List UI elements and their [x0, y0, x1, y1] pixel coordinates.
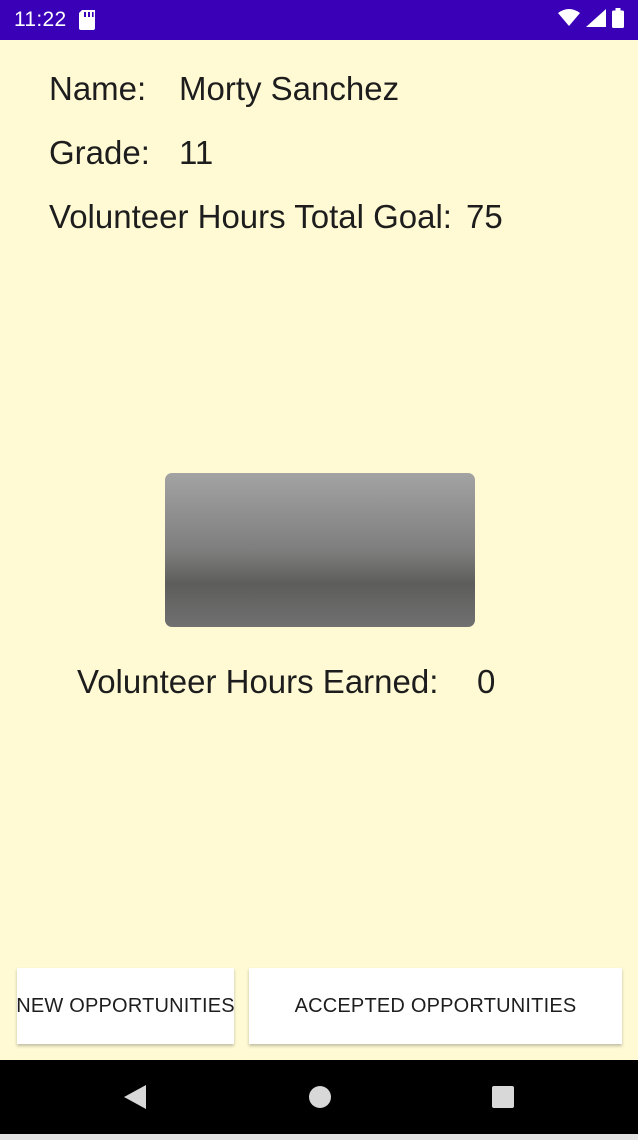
back-icon[interactable] [124, 1085, 146, 1109]
goal-row: Volunteer Hours Total Goal: 75 [49, 198, 503, 236]
sd-card-icon [78, 10, 95, 30]
goal-value: 75 [465, 198, 503, 235]
navigation-bar [0, 1060, 638, 1134]
recents-icon[interactable] [492, 1086, 514, 1108]
accepted-opportunities-button[interactable]: ACCEPTED OPPORTUNITIES [249, 968, 622, 1044]
grade-label: Grade: [49, 134, 150, 171]
status-icons [558, 7, 624, 33]
name-value: Morty Sanchez [179, 70, 400, 107]
home-icon[interactable] [308, 1085, 332, 1109]
goal-label: Volunteer Hours Total Goal: [49, 198, 452, 235]
main-content: Name: Morty Sanchez Grade: 11 Volunteer … [0, 40, 638, 1060]
bottom-edge [0, 1134, 638, 1140]
earned-value: 0 [477, 663, 496, 700]
earned-row: Volunteer Hours Earned: 0 [77, 663, 495, 701]
wifi-icon [558, 8, 580, 32]
earned-label: Volunteer Hours Earned: [77, 663, 439, 700]
new-opportunities-button[interactable]: NEW OPPORTUNITIES [16, 968, 235, 1044]
status-bar: 11:22 [0, 0, 638, 40]
grade-row: Grade: 11 [49, 134, 213, 172]
grade-value: 11 [179, 134, 214, 171]
battery-icon [612, 7, 624, 33]
status-time: 11:22 [14, 8, 67, 31]
name-label: Name: [49, 70, 147, 107]
name-row: Name: Morty Sanchez [49, 70, 399, 108]
progress-display [165, 473, 475, 627]
cellular-signal-icon [586, 8, 606, 32]
